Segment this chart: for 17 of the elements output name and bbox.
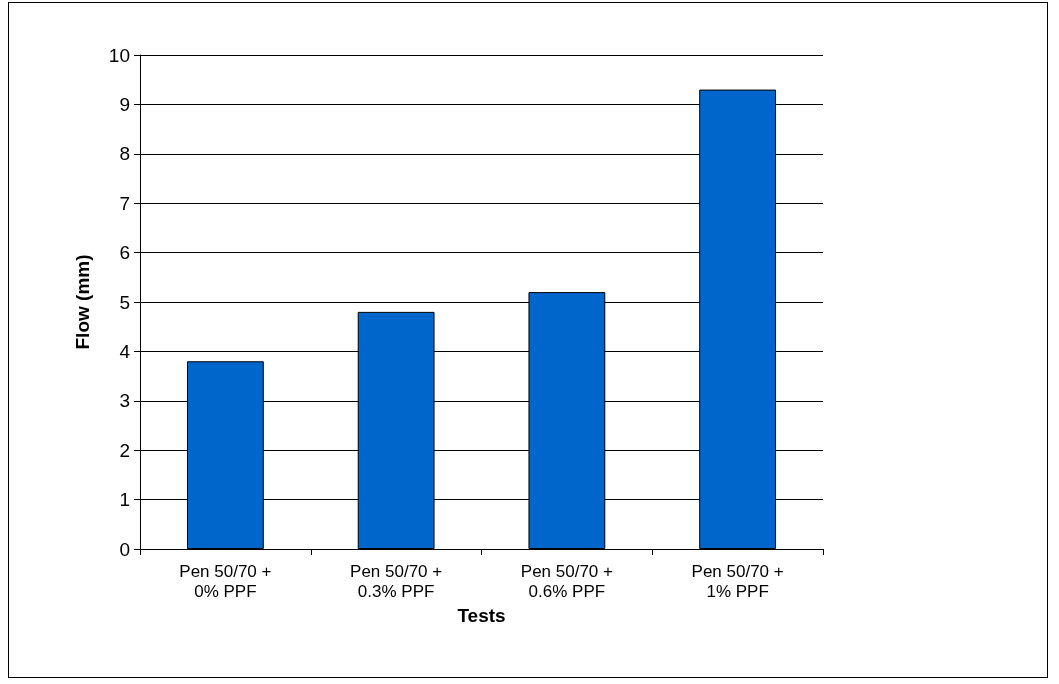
x-tick-label: Pen 50/70 + 0.3% PPF xyxy=(350,561,443,601)
y-tick-label: 9 xyxy=(119,93,130,115)
y-tick-label: 3 xyxy=(119,390,130,412)
x-tick-label: Pen 50/70 + 0.6% PPF xyxy=(520,561,614,601)
y-tick-label: 4 xyxy=(119,340,131,362)
y-tick-label: 6 xyxy=(119,242,130,264)
y-tick-label: 5 xyxy=(119,291,130,313)
x-tick-label: Pen 50/70 + 1% PPF xyxy=(691,561,784,601)
y-tick-label: 2 xyxy=(119,439,130,461)
x-tick-label: Pen 50/70 + 0% PPF xyxy=(179,561,272,601)
y-tick-label: 10 xyxy=(108,44,130,66)
y-tick-label: 8 xyxy=(119,143,130,165)
y-tick-label: 0 xyxy=(119,538,130,560)
x-axis-title: Tests xyxy=(457,604,506,626)
y-axis-title: Flow (mm) xyxy=(72,254,93,350)
y-tick-label: 7 xyxy=(119,192,130,214)
y-tick-label: 1 xyxy=(119,489,130,511)
